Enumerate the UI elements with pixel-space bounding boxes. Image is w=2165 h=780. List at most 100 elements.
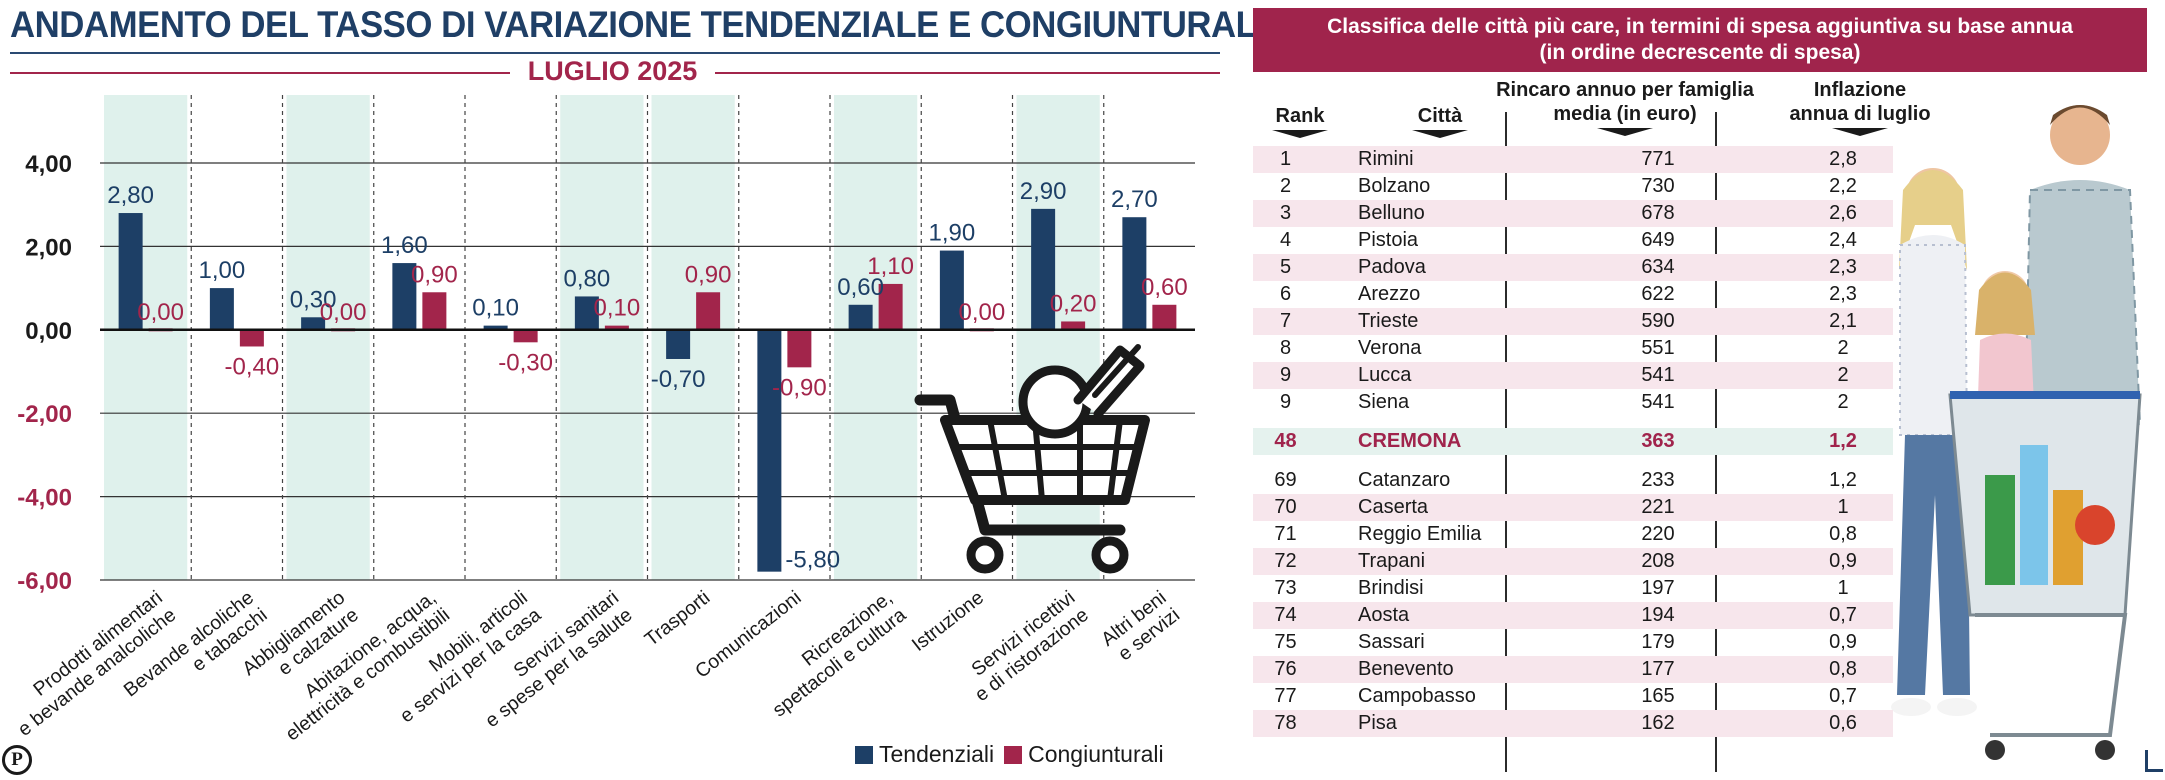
- value-label-congiunturali: 1,10: [867, 253, 914, 280]
- cell-cost: 634: [1641, 256, 1675, 278]
- cell-city: Aosta: [1358, 604, 1410, 627]
- bar-congiunturali: [1061, 321, 1086, 330]
- down-arrow-icon: [1832, 128, 1888, 136]
- cell-city: Reggio Emilia: [1358, 523, 1482, 546]
- table-row-highlight: 48 CREMONA 363 1,2: [1253, 428, 1893, 456]
- cell-infl: 0,8: [1829, 658, 1857, 681]
- cell-city: Catanzaro: [1358, 469, 1451, 492]
- table-row: 71 Reggio Emilia 220 0,8: [1253, 521, 1893, 548]
- bar-tendenziali: [939, 250, 964, 330]
- cell-city: Pisa: [1358, 712, 1397, 735]
- banner-line-2: (in ordine decrescente di spesa): [1539, 41, 1861, 64]
- cell-city: Rimini: [1358, 148, 1414, 170]
- cell-cost: 208: [1641, 550, 1675, 573]
- shopping-cart-icon: [914, 344, 1150, 574]
- value-label-congiunturali: 0,00: [959, 299, 1006, 326]
- cell-city: Lucca: [1358, 364, 1412, 386]
- cell-cost: 771: [1641, 148, 1675, 170]
- cell-city: Sassari: [1358, 631, 1425, 654]
- table-row: 1 Rimini 771 2,8: [1253, 146, 1893, 173]
- down-arrow-icon: [1412, 130, 1468, 138]
- cell-infl: 2: [1837, 391, 1849, 413]
- cell-city: Belluno: [1358, 202, 1425, 224]
- cell-rank: 71: [1274, 523, 1297, 546]
- cell-cost: 165: [1641, 685, 1675, 708]
- logo-icon: P: [2, 745, 32, 775]
- x-tick-label: Istruzione: [908, 587, 988, 656]
- cell-rank: 3: [1279, 202, 1292, 224]
- value-label-congiunturali: 0,90: [411, 261, 458, 288]
- table-banner: Classifica delle città più care, in term…: [1253, 8, 2147, 72]
- table-row: 6 Arezzo 622 2,3: [1253, 281, 1893, 308]
- subtitle-rule-left: [10, 72, 510, 74]
- legend-item-congiunturali: Congiunturali: [1004, 741, 1164, 768]
- bar-congiunturali: [1152, 304, 1177, 330]
- cell-city: Brindisi: [1358, 577, 1424, 600]
- cell-cost: 177: [1641, 658, 1675, 681]
- value-label-tendenziali: -5,80: [785, 547, 840, 574]
- cell-rank: 4: [1279, 229, 1292, 251]
- y-tick-label: -4,00: [17, 485, 72, 512]
- bar-congiunturali: [878, 283, 903, 330]
- table-row: 9 Lucca 541 2: [1253, 362, 1893, 389]
- cell-rank: 76: [1274, 658, 1297, 681]
- cell-cost: 541: [1641, 391, 1675, 413]
- family-shopping-photo: [1891, 105, 2142, 760]
- category-band: [1016, 95, 1100, 580]
- cell-cost: 590: [1641, 310, 1675, 332]
- cell-infl: 0,6: [1829, 712, 1857, 735]
- cell-infl: 0,9: [1829, 631, 1857, 654]
- column-header-rank-label: Rank: [1275, 105, 1325, 127]
- bar-congiunturali: [239, 329, 264, 347]
- value-label-tendenziali: -0,70: [651, 366, 706, 393]
- cell-cost: 649: [1641, 229, 1675, 251]
- cell-cost: 197: [1641, 577, 1675, 600]
- cell-cost: 551: [1641, 337, 1675, 359]
- cell-rank: 78: [1274, 712, 1297, 735]
- y-tick-label: -2,00: [17, 401, 72, 428]
- value-label-tendenziali: 2,90: [1020, 178, 1067, 205]
- cell-rank: 1: [1279, 148, 1292, 170]
- cell-city: Arezzo: [1358, 283, 1421, 305]
- cell-cost: 678: [1641, 202, 1675, 224]
- cell-cost: 179: [1641, 631, 1675, 654]
- column-header-city-label: Città: [1417, 105, 1463, 127]
- bar-tendenziali: [757, 329, 782, 572]
- cell-city: Trapani: [1358, 550, 1426, 573]
- bar-congiunturali: [696, 292, 721, 330]
- value-label-tendenziali: 0,10: [472, 295, 519, 322]
- cell-rank: 7: [1279, 310, 1292, 332]
- cell-infl: 2,8: [1829, 148, 1857, 170]
- column-header-cost-line-2: media (in euro): [1553, 103, 1697, 125]
- bar-tendenziali: [209, 288, 234, 330]
- title-rule: [10, 52, 1220, 54]
- cell-city: Caserta: [1358, 496, 1429, 519]
- y-tick-label: 4,00: [25, 151, 72, 178]
- banner-line-1: Classifica delle città più care, in term…: [1327, 15, 2073, 38]
- chart-subtitle: LUGLIO 2025: [527, 56, 698, 86]
- cell-infl: 1: [1837, 577, 1849, 600]
- table-row: 9 Siena 541 2: [1253, 389, 1893, 416]
- category-band: [651, 95, 735, 580]
- column-header-city: Città: [1375, 104, 1505, 138]
- cell-rank: 75: [1274, 631, 1297, 654]
- value-label-congiunturali: 0,00: [137, 299, 184, 326]
- table-row: 8 Verona 551 2: [1253, 335, 1893, 362]
- chart-title: ANDAMENTO DEL TASSO DI VARIAZIONE TENDEN…: [10, 4, 1280, 45]
- cell-infl: 2: [1837, 337, 1849, 359]
- bar-congiunturali: [513, 329, 538, 343]
- category-band: [834, 95, 918, 580]
- cell-city: Campobasso: [1358, 685, 1476, 708]
- cell-infl: 2,6: [1829, 202, 1857, 224]
- cell-infl: 2,2: [1829, 175, 1857, 197]
- bar-tendenziali: [574, 296, 599, 330]
- x-tick-label: Trasporti: [641, 587, 715, 651]
- bar-tendenziali: [301, 317, 326, 330]
- cell-city: Siena: [1358, 391, 1410, 413]
- legend-item-tendenziali: Tendenziali: [855, 741, 994, 768]
- cell-rank: 6: [1279, 283, 1292, 305]
- chart-legend: Tendenziali Congiunturali: [855, 741, 1164, 768]
- bar-tendenziali: [1031, 208, 1056, 330]
- category-band: [286, 95, 370, 580]
- legend-swatch-tendenziali: [855, 745, 873, 764]
